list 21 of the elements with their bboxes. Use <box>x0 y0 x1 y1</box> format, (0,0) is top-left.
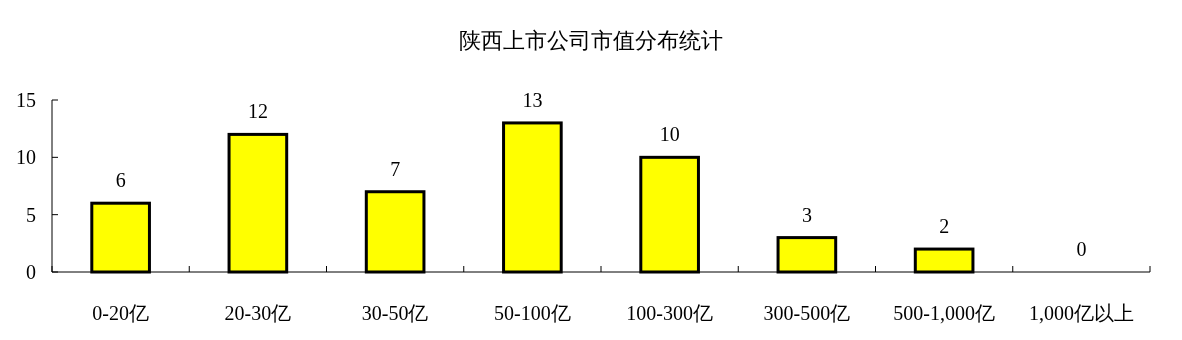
xtick: 30-50亿 <box>361 302 429 324</box>
xtick: 50-100亿 <box>494 302 571 324</box>
xtick: 100-300亿 <box>626 302 713 324</box>
data-label: 13 <box>522 88 543 111</box>
title: 陕西上市公司市值分布统计 <box>459 28 723 53</box>
data-label: 10 <box>659 123 680 146</box>
ytick: 15 <box>16 89 36 111</box>
xtick: 20-30亿 <box>224 302 292 324</box>
ytick: 5 <box>26 203 36 226</box>
xtick: 1,000亿以上 <box>1028 302 1134 324</box>
data-label: 12 <box>247 100 268 123</box>
data-label: 6 <box>115 169 126 192</box>
ytick: 0 <box>26 261 36 283</box>
xtick: 500-1,000亿 <box>893 302 995 324</box>
xtick: 0-20亿 <box>92 302 149 324</box>
data-label: 2 <box>939 215 950 238</box>
data-label: 7 <box>390 157 401 180</box>
data-label: 0 <box>1076 238 1087 260</box>
xtick: 300-500亿 <box>763 302 851 324</box>
ytick: 10 <box>16 146 36 169</box>
data-label: 3 <box>801 203 812 226</box>
